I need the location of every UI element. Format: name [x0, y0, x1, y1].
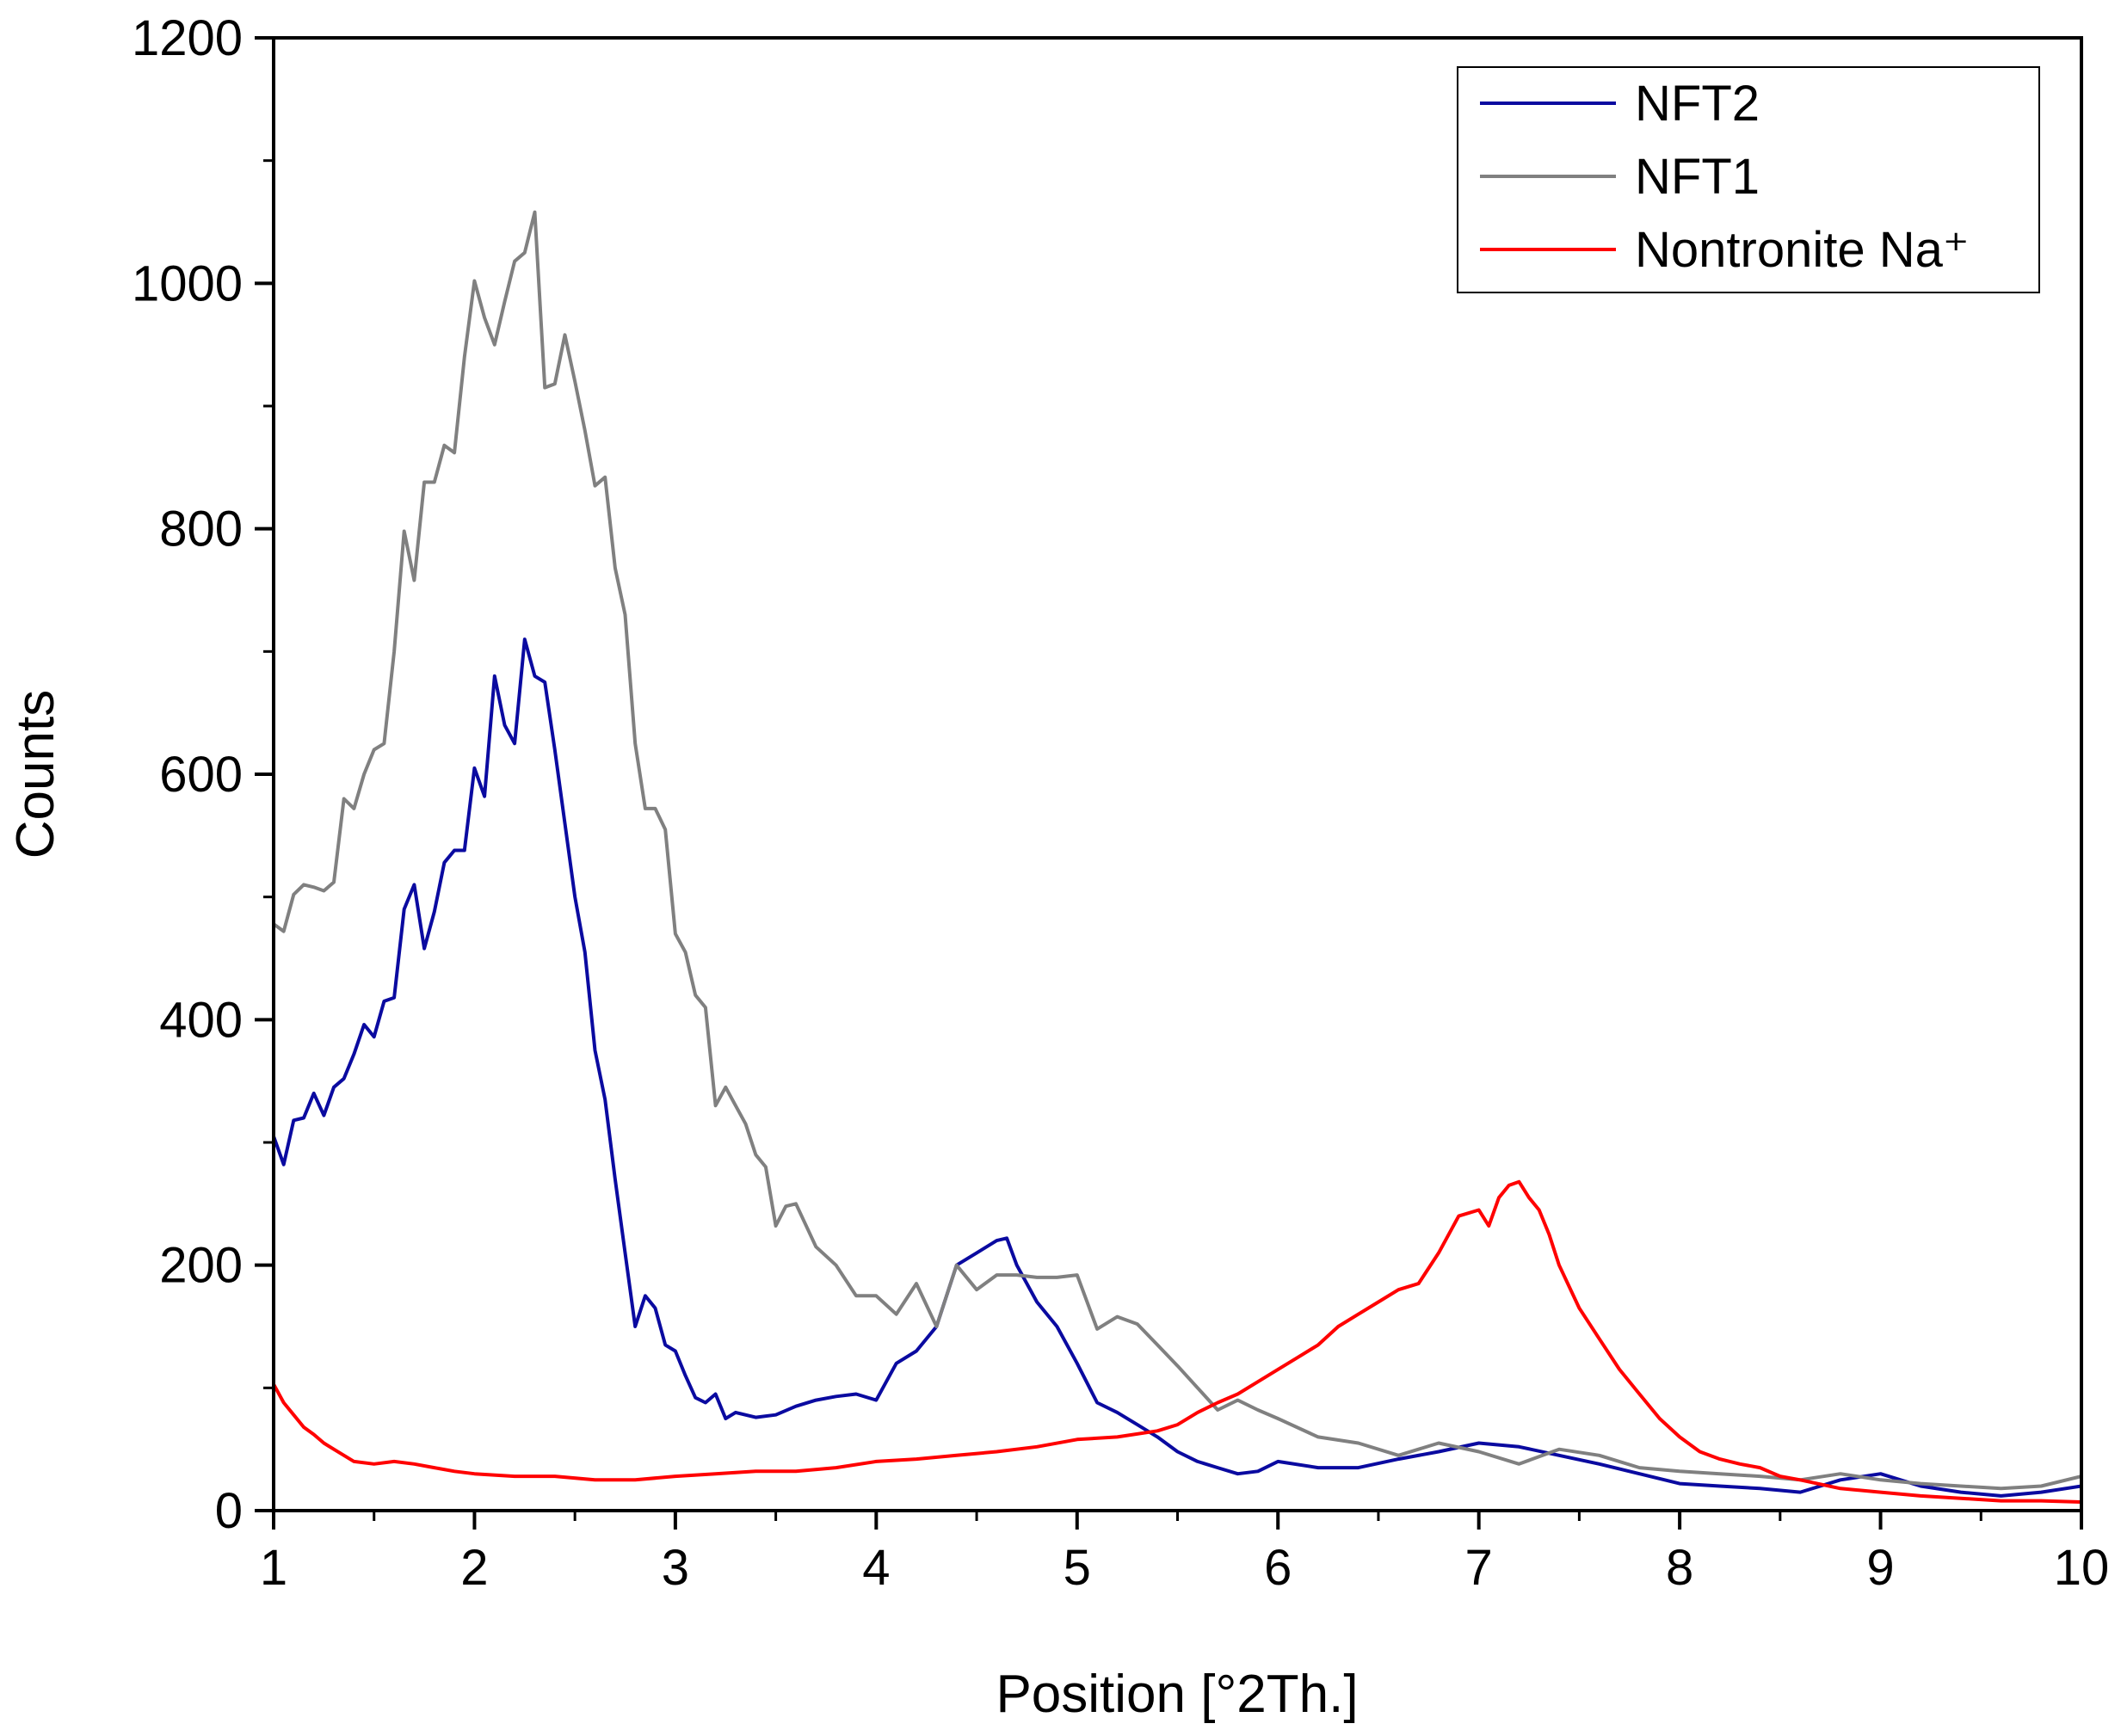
y-tick-label: 1200	[132, 10, 243, 66]
y-tick-label: 1000	[132, 255, 243, 311]
y-axis-label: Counts	[6, 690, 65, 859]
y-tick-label: 400	[159, 992, 243, 1048]
x-tick-label: 9	[1866, 1540, 1894, 1596]
y-tick-label: 200	[159, 1238, 243, 1294]
legend-label-0: NFT2	[1635, 76, 1760, 132]
x-tick-label: 10	[2054, 1540, 2110, 1596]
x-tick-label: 6	[1264, 1540, 1292, 1596]
x-tick-label: 3	[662, 1540, 689, 1596]
x-tick-label: 7	[1465, 1540, 1493, 1596]
y-tick-label: 800	[159, 502, 243, 557]
legend-label-1: NFT1	[1635, 149, 1760, 205]
y-tick-label: 0	[215, 1483, 243, 1539]
x-tick-label: 5	[1064, 1540, 1091, 1596]
legend-items: NFT2 NFT1 Nontronite Na⁺	[1480, 76, 1969, 278]
series-line-2	[272, 1179, 2082, 1504]
series-lines	[272, 210, 2082, 1504]
x-tick-label: 8	[1666, 1540, 1693, 1596]
y-axis-ticks: 0 200 400 600 800 1000 1200	[132, 10, 274, 1539]
x-tick-label: 2	[460, 1540, 488, 1596]
x-axis-label: Position [°2Th.]	[996, 1665, 1358, 1724]
x-tick-label: 1	[260, 1540, 287, 1596]
x-tick-label: 4	[862, 1540, 890, 1596]
series-line-1	[272, 210, 2082, 1491]
legend: NFT2 NFT1 Nontronite Na⁺	[1457, 66, 2040, 293]
x-axis-ticks: 1 2 3 4 5 6 7 8 9 10	[260, 1511, 2109, 1596]
legend-label-2: Nontronite Na⁺	[1635, 222, 1969, 278]
series-line-0	[272, 637, 2082, 1498]
y-tick-label: 600	[159, 747, 243, 803]
